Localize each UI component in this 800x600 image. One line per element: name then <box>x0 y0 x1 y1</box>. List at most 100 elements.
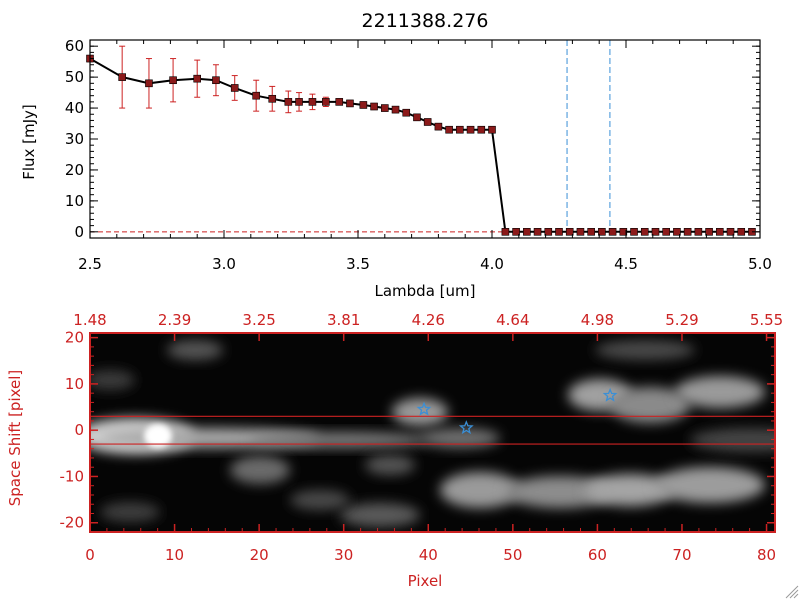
top-tick-label: 5.55 <box>750 311 783 329</box>
data-point <box>252 91 260 100</box>
top-tick-label: 1.48 <box>73 311 106 329</box>
data-point <box>705 228 713 236</box>
image-blob <box>365 455 415 475</box>
resize-grip-icon[interactable] <box>785 585 799 599</box>
image-blob <box>595 340 695 360</box>
top-tick-label: 4.26 <box>412 311 445 329</box>
data-point <box>488 125 496 134</box>
x-tick-label: 4.0 <box>480 255 504 273</box>
y-tick-label: 30 <box>65 130 84 148</box>
image-blob <box>505 476 615 508</box>
data-point <box>268 94 277 103</box>
top-tick-label: 3.81 <box>327 311 360 329</box>
data-point <box>726 228 735 236</box>
star-marker-icon <box>416 401 432 416</box>
y-tick-label: 40 <box>65 99 84 117</box>
y-tick-label: 50 <box>65 68 84 86</box>
data-point <box>565 228 574 236</box>
x-tick-label: 2.5 <box>78 255 102 273</box>
y-tick-label: -10 <box>60 467 85 485</box>
data-point <box>284 98 293 106</box>
top-tick-label: 4.98 <box>581 311 614 329</box>
data-point <box>456 125 464 134</box>
data-point <box>737 228 746 236</box>
data-point <box>434 122 443 131</box>
star-marker-icon <box>458 420 474 435</box>
image-blob <box>392 398 448 426</box>
data-point <box>370 102 378 111</box>
y-tick-label: 60 <box>65 37 84 55</box>
y-tick-label: 20 <box>65 161 84 179</box>
data-point <box>335 98 344 106</box>
top-y-axis-label: Flux [mJy] <box>20 104 38 180</box>
x-tick-label: 3.5 <box>346 255 370 273</box>
data-point <box>598 228 606 236</box>
data-point <box>413 113 421 122</box>
image-blob <box>440 472 520 508</box>
flux-panel: 2.5 3.0 3.5 4.0 4.5 5.0 0 10 20 30 40 50 60 <box>65 37 772 273</box>
image-blob <box>655 467 765 503</box>
data-point <box>683 228 692 236</box>
data-point <box>533 228 542 236</box>
data-point <box>576 228 585 236</box>
data-point <box>662 228 671 236</box>
data-point <box>212 76 220 85</box>
top-x-axis-label: Lambda [um] <box>375 282 476 300</box>
y-tick-label: 10 <box>65 375 84 393</box>
x-tick-label: 50 <box>503 546 522 564</box>
y-tick-label: 20 <box>65 329 84 347</box>
x-tick-label: 5.0 <box>748 255 772 273</box>
data-point <box>477 125 486 134</box>
data-point <box>145 79 153 88</box>
x-tick-label: 20 <box>250 546 269 564</box>
x-tick-label: 10 <box>165 546 184 564</box>
data-point <box>673 228 681 236</box>
image-blob <box>420 428 500 448</box>
image-blob <box>585 474 675 506</box>
image-blob <box>250 432 430 448</box>
data-point <box>402 108 411 117</box>
data-point <box>169 76 177 85</box>
x-tick-label: 3.0 <box>212 255 236 273</box>
x-tick-label: 80 <box>757 546 776 564</box>
data-point <box>512 228 520 236</box>
image-blob <box>675 376 765 408</box>
image-blob <box>100 502 160 522</box>
y-tick-label: -20 <box>60 514 85 532</box>
bottom-plot-frame <box>89 332 776 533</box>
data-point <box>619 228 628 236</box>
image-blob <box>610 387 690 423</box>
top-plot-frame <box>89 39 761 239</box>
data-point <box>423 118 432 126</box>
data-point <box>295 98 303 106</box>
image-blob <box>144 424 172 448</box>
data-point <box>501 228 510 236</box>
top-tick-label: 3.25 <box>242 311 275 329</box>
data-point <box>118 73 126 81</box>
data-point <box>694 228 703 236</box>
image-blob <box>90 370 135 390</box>
data-point <box>391 105 400 114</box>
image-blob <box>690 428 775 452</box>
x-tick-label: 4.5 <box>614 255 638 273</box>
bottom-x-axis-label: Pixel <box>408 572 443 590</box>
x-tick-label: 60 <box>588 546 607 564</box>
y-tick-label: 10 <box>65 192 84 210</box>
top-tick-label: 2.39 <box>158 311 191 329</box>
top-tick-label: 4.64 <box>496 311 529 329</box>
data-point <box>544 228 553 236</box>
image-blob <box>230 456 290 484</box>
x-tick-label: 30 <box>334 546 353 564</box>
spectral-image-panel: 0 10 20 30 40 50 60 70 80 1.48 2.39 3.25 3.81 4.26 4.6… <box>60 311 784 564</box>
data-point <box>555 228 563 236</box>
star-marker-icon <box>602 387 618 402</box>
data-point <box>651 228 660 236</box>
x-tick-label: 70 <box>672 546 691 564</box>
image-blob <box>290 490 350 510</box>
data-point <box>608 228 617 236</box>
data-point <box>322 98 330 106</box>
data-point <box>715 228 724 236</box>
image-blob <box>167 340 223 360</box>
data-point <box>640 228 649 236</box>
